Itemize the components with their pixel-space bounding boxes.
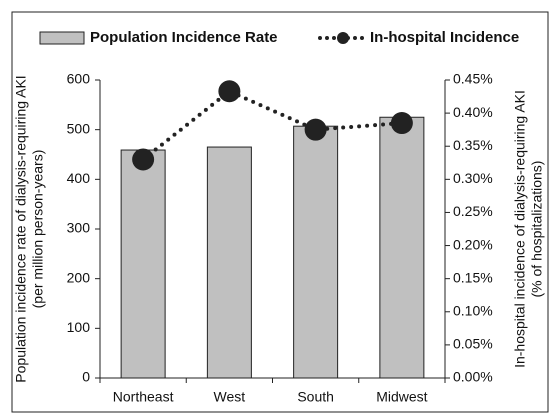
- bar: [120, 149, 166, 379]
- y-axis-title: Population incidence rate of dialysis-re…: [13, 75, 29, 382]
- y2-tick-label: 0.40%: [453, 104, 493, 120]
- y2-tick-label: 0.30%: [453, 170, 493, 186]
- x-tick-label: Midwest: [376, 389, 427, 405]
- line-marker: [390, 112, 413, 135]
- y-tick-label: 100: [67, 319, 91, 335]
- line: [141, 88, 404, 162]
- x-tick-label: West: [214, 389, 246, 405]
- y-tick-label: 600: [67, 71, 91, 87]
- y-tick-label: 500: [67, 120, 91, 136]
- y2-tick-label: 0.05%: [453, 336, 493, 352]
- y-tick-label: 200: [67, 269, 91, 285]
- legend-label: Population Incidence Rate: [90, 29, 278, 46]
- y-tick-label: 400: [67, 170, 91, 186]
- y-axis-title: (per million person-years): [30, 150, 46, 309]
- y2-tick-label: 0.20%: [453, 236, 493, 252]
- x-tick-label: South: [297, 389, 334, 405]
- legend-label: In-hospital Incidence: [370, 29, 519, 46]
- legend-swatch: [39, 31, 85, 45]
- bar: [379, 116, 425, 379]
- y2-tick-label: 0.35%: [453, 137, 493, 153]
- line-marker: [132, 148, 155, 171]
- line-marker: [304, 118, 327, 141]
- bar: [293, 125, 339, 379]
- x-tick-label: Northeast: [113, 389, 174, 405]
- y2-axis-title: (% of hospitalizations): [529, 161, 545, 298]
- y2-tick-label: 0.45%: [453, 71, 493, 87]
- bar: [206, 146, 252, 379]
- y2-tick-label: 0.10%: [453, 302, 493, 318]
- y-tick-label: 0: [82, 369, 90, 385]
- legend-marker: [337, 32, 349, 44]
- line-marker: [218, 80, 241, 103]
- y2-tick-label: 0.00%: [453, 369, 493, 385]
- y2-tick-label: 0.15%: [453, 269, 493, 285]
- chart-border: [11, 11, 549, 413]
- y2-axis-title: In-hospital incidence of dialysis-requir…: [512, 90, 528, 368]
- y2-tick-label: 0.25%: [453, 203, 493, 219]
- y-tick-label: 300: [67, 220, 91, 236]
